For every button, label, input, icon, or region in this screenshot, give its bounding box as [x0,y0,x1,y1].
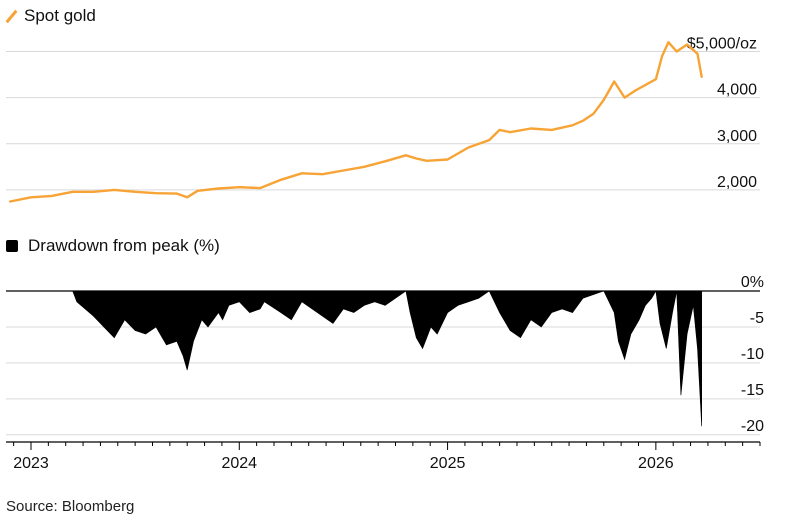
drawdown-ytick-label: 0% [741,274,764,291]
drawdown-swatch-icon [6,240,18,252]
gold-price-line [9,41,703,203]
x-tick-label: 2026 [638,455,674,472]
drawdown-ytick-label: -10 [741,346,764,363]
gold-ytick-label: $5,000/oz [687,35,757,52]
x-tick-label: 2023 [13,455,49,472]
source-note: Source: Bloomberg [6,498,135,515]
drawdown-area [10,290,702,427]
drawdown-ytick-label: -5 [750,310,764,327]
legend-spot-gold: Spot gold [6,6,96,26]
drawdown-ytick-label: -15 [741,382,764,399]
gold-ytick-label: 2,000 [717,174,757,191]
x-tick-label: 2024 [221,455,257,472]
gold-ytick-label: 3,000 [717,128,757,145]
legend-drawdown-label: Drawdown from peak (%) [28,236,220,255]
drawdown-ytick-label: -20 [741,418,764,435]
gold-ytick-label: 4,000 [717,82,757,99]
x-tick-label: 2025 [430,455,466,472]
legend-drawdown: Drawdown from peak (%) [6,236,220,256]
legend-spot-gold-label: Spot gold [24,6,96,25]
